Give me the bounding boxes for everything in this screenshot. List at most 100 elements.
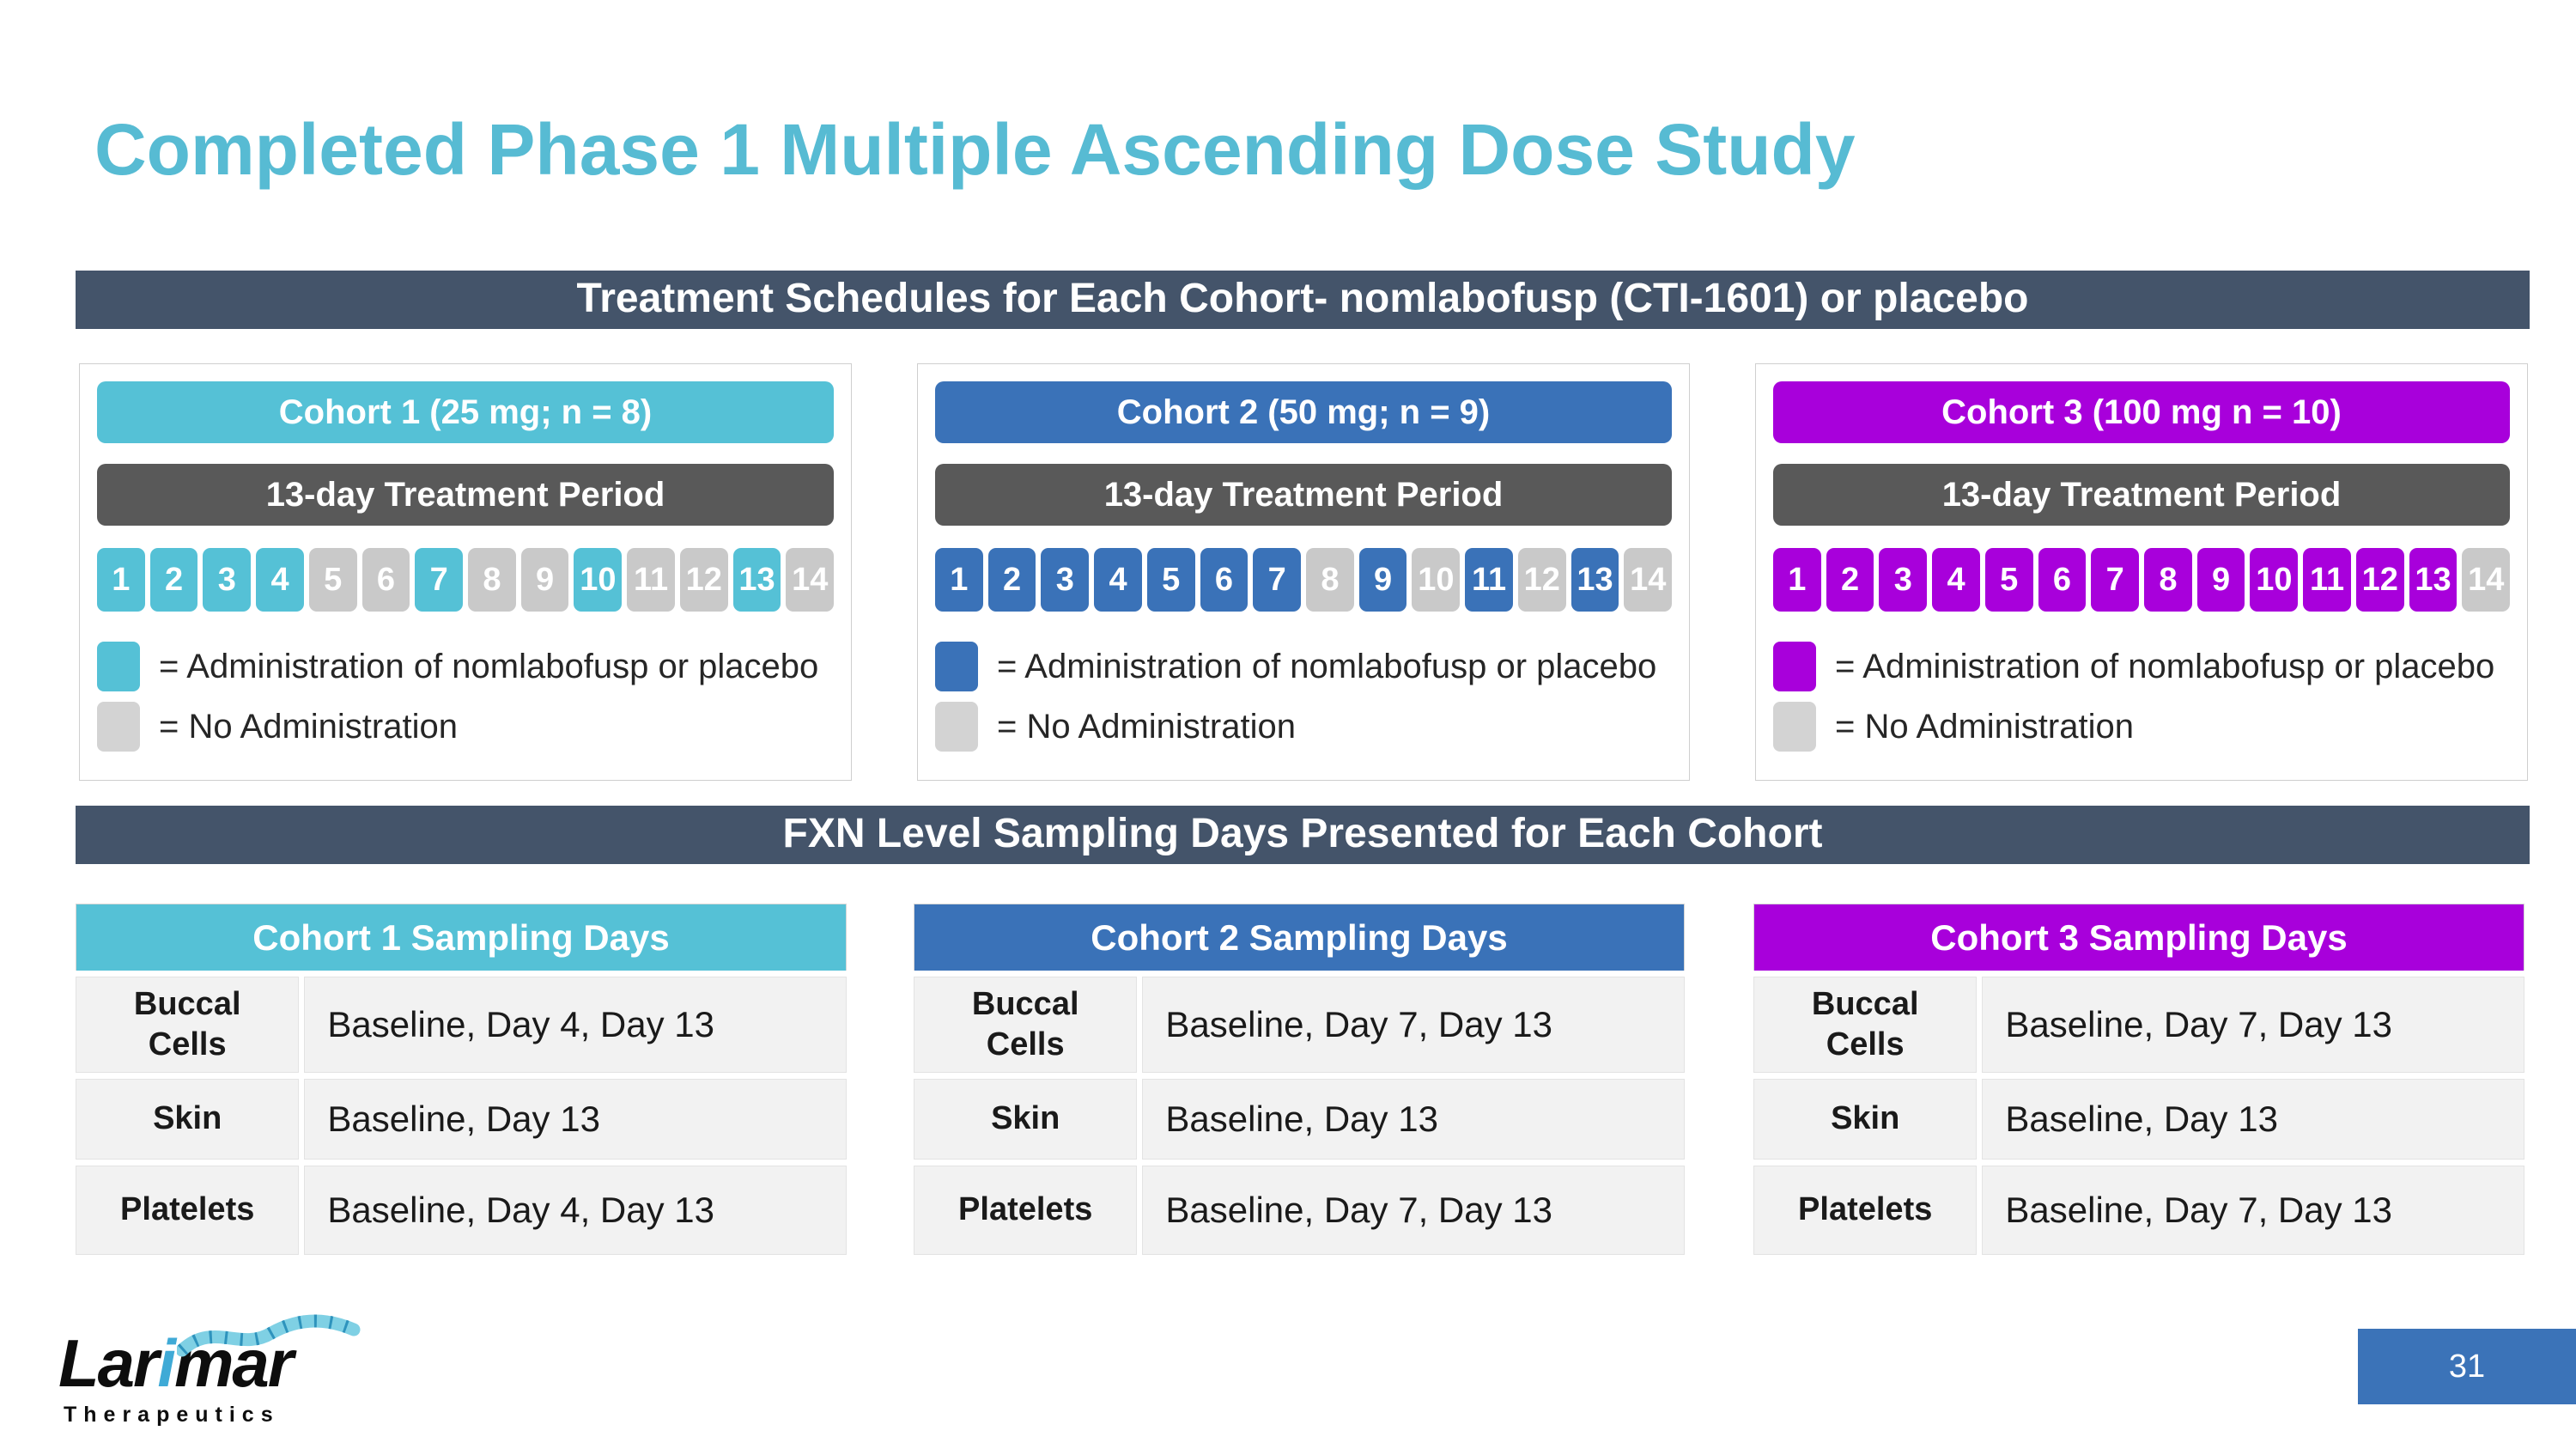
row-value: Baseline, Day 7, Day 13	[1982, 1166, 2524, 1255]
day-cell-14: 14	[786, 548, 835, 612]
row-label-buccal-cells: Buccal Cells	[76, 977, 300, 1073]
no-admin-legend-label: = No Administration	[159, 707, 458, 746]
row-value: Baseline, Day 7, Day 13	[1142, 1166, 1685, 1255]
larimar-logo: Larimar Therapeutics	[58, 1314, 361, 1436]
day-cell-8: 8	[468, 548, 516, 612]
logo-wordmark: Larimar	[58, 1324, 333, 1403]
day-cell-10: 10	[1412, 548, 1461, 612]
section-banner-treatment: Treatment Schedules for Each Cohort- nom…	[76, 271, 2530, 329]
admin-legend-label: = Administration of nomlabofusp or place…	[159, 647, 819, 685]
day-cell-11: 11	[1465, 548, 1513, 612]
cohort-2-treatment-period-bar: 13-day Treatment Period	[935, 464, 1672, 526]
row-value: Baseline, Day 4, Day 13	[304, 1166, 847, 1255]
helix-swoosh-graphic	[177, 1314, 361, 1357]
day-cell-1: 1	[97, 548, 145, 612]
no-admin-color-swatch	[1773, 702, 1816, 752]
day-cell-13: 13	[1571, 548, 1619, 612]
cohort-3-legend-none: = No Administration	[1773, 701, 2518, 752]
day-cell-2: 2	[149, 548, 198, 612]
day-cell-14: 14	[1624, 548, 1673, 612]
cohort-2-day-strip: 1 2 3 4 5 6 7 8 9 10 11 12 13 14	[935, 548, 1673, 612]
row-label-platelets: Platelets	[1753, 1166, 1978, 1255]
day-cell-11: 11	[627, 548, 675, 612]
day-cell-4: 4	[256, 548, 304, 612]
row-value: Baseline, Day 7, Day 13	[1982, 977, 2524, 1073]
row-label-skin: Skin	[1753, 1079, 1978, 1160]
row-label-platelets: Platelets	[914, 1166, 1138, 1255]
day-cell-11: 11	[2303, 548, 2351, 612]
day-cell-6: 6	[2038, 548, 2087, 612]
cohort-2-header: Cohort 2 (50 mg; n = 9)	[935, 381, 1672, 443]
table-row: Skin Baseline, Day 13	[76, 1079, 847, 1160]
cohort-2-sampling-header: Cohort 2 Sampling Days	[914, 904, 1685, 971]
admin-color-swatch	[97, 642, 140, 691]
day-cell-5: 5	[1984, 548, 2033, 612]
cohort-2-panel: Cohort 2 (50 mg; n = 9) 13-day Treatment…	[917, 363, 1690, 781]
day-cell-6: 6	[361, 548, 410, 612]
slide-title: Completed Phase 1 Multiple Ascending Dos…	[94, 109, 1856, 190]
cohort-3-sampling-header: Cohort 3 Sampling Days	[1753, 904, 2524, 971]
day-cell-13: 13	[2409, 548, 2458, 612]
row-value: Baseline, Day 4, Day 13	[304, 977, 847, 1073]
row-label-platelets: Platelets	[76, 1166, 300, 1255]
cohort-2-legend-admin: = Administration of nomlabofusp or place…	[935, 641, 1680, 692]
section-banner-sampling: FXN Level Sampling Days Presented for Ea…	[76, 806, 2530, 864]
cohort-1-day-strip: 1 2 3 4 5 6 7 8 9 10 11 12 13 14	[97, 548, 835, 612]
day-cell-14: 14	[2462, 548, 2511, 612]
no-admin-legend-label: = No Administration	[1835, 707, 2134, 746]
day-cell-5: 5	[1146, 548, 1195, 612]
table-row: Skin Baseline, Day 13	[914, 1079, 1685, 1160]
day-cell-10: 10	[2250, 548, 2299, 612]
day-cell-3: 3	[1041, 548, 1090, 612]
table-row: Buccal Cells Baseline, Day 4, Day 13	[76, 977, 847, 1073]
table-row: Buccal Cells Baseline, Day 7, Day 13	[1753, 977, 2524, 1073]
cohort-1-sampling-header: Cohort 1 Sampling Days	[76, 904, 847, 971]
day-cell-1: 1	[1773, 548, 1821, 612]
day-cell-12: 12	[1517, 548, 1566, 612]
admin-color-swatch	[935, 642, 978, 691]
day-cell-4: 4	[1094, 548, 1142, 612]
cohort-3-sampling-table: Cohort 3 Sampling Days Buccal Cells Base…	[1753, 904, 2524, 1255]
logo-letter-i: i	[157, 1325, 176, 1401]
admin-color-swatch	[1773, 642, 1816, 691]
cohort-1-treatment-period-bar: 13-day Treatment Period	[97, 464, 834, 526]
day-cell-6: 6	[1200, 548, 1249, 612]
page-number-box: 31	[2358, 1329, 2576, 1404]
day-cell-3: 3	[1879, 548, 1928, 612]
row-label-skin: Skin	[914, 1079, 1138, 1160]
table-row: Platelets Baseline, Day 4, Day 13	[76, 1166, 847, 1255]
cohort-3-legend-admin: = Administration of nomlabofusp or place…	[1773, 641, 2518, 692]
day-cell-5: 5	[308, 548, 357, 612]
cohort-1-panel: Cohort 1 (25 mg; n = 8) 13-day Treatment…	[79, 363, 852, 781]
table-row: Platelets Baseline, Day 7, Day 13	[1753, 1166, 2524, 1255]
day-cell-7: 7	[415, 548, 464, 612]
no-admin-legend-label: = No Administration	[997, 707, 1296, 746]
row-label-skin: Skin	[76, 1079, 300, 1160]
logo-text: Lar	[58, 1325, 159, 1401]
day-cell-2: 2	[987, 548, 1036, 612]
day-cell-9: 9	[1358, 548, 1407, 612]
page-number: 31	[2448, 1348, 2486, 1385]
row-label-buccal-cells: Buccal Cells	[914, 977, 1138, 1073]
day-cell-1: 1	[935, 548, 983, 612]
cohort-3-day-strip: 1 2 3 4 5 6 7 8 9 10 11 12 13 14	[1773, 548, 2511, 612]
table-row: Platelets Baseline, Day 7, Day 13	[914, 1166, 1685, 1255]
table-row: Skin Baseline, Day 13	[1753, 1079, 2524, 1160]
day-cell-9: 9	[2196, 548, 2245, 612]
admin-legend-label: = Administration of nomlabofusp or place…	[997, 647, 1657, 685]
row-value: Baseline, Day 7, Day 13	[1142, 977, 1685, 1073]
cohort-3-treatment-period-bar: 13-day Treatment Period	[1773, 464, 2510, 526]
admin-legend-label: = Administration of nomlabofusp or place…	[1835, 647, 2495, 685]
day-cell-8: 8	[1306, 548, 1354, 612]
no-admin-color-swatch	[97, 702, 140, 752]
row-value: Baseline, Day 13	[1982, 1079, 2524, 1160]
cohort-2-sampling-table: Cohort 2 Sampling Days Buccal Cells Base…	[914, 904, 1685, 1255]
day-cell-12: 12	[679, 548, 728, 612]
day-cell-9: 9	[520, 548, 569, 612]
day-cell-7: 7	[2091, 548, 2140, 612]
day-cell-2: 2	[1826, 548, 1874, 612]
day-cell-3: 3	[203, 548, 252, 612]
day-cell-12: 12	[2355, 548, 2404, 612]
day-cell-4: 4	[1932, 548, 1980, 612]
